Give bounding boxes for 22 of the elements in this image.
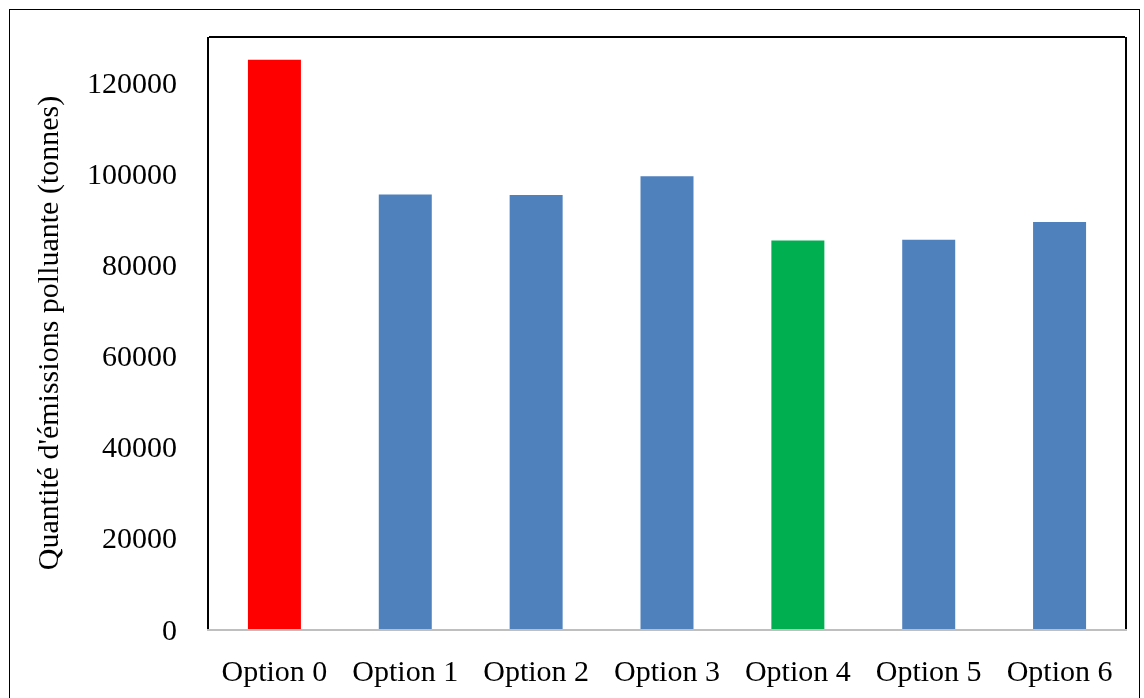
bar (247, 59, 301, 629)
bar (640, 176, 694, 629)
x-tick-label: Option 5 (875, 654, 982, 687)
x-tick-label: Option 3 (614, 654, 720, 687)
y-axis-title: Quantité d'émissions polluante (tonnes) (30, 95, 65, 571)
bar (902, 239, 956, 629)
x-tick-label: Option 1 (352, 654, 459, 687)
y-tick-label: 40000 (102, 430, 177, 464)
x-tick-label: Option 0 (221, 654, 328, 687)
y-tick-label: 120000 (87, 66, 177, 100)
x-tick-label: Option 2 (483, 654, 590, 687)
y-tick-label: 0 (162, 612, 177, 646)
bar (1033, 221, 1087, 629)
bar (771, 240, 825, 629)
bar (509, 195, 563, 629)
y-tick-label: 80000 (102, 248, 177, 282)
x-tick-label: Option 4 (744, 654, 851, 687)
bar (378, 194, 432, 629)
y-tick-label: 100000 (87, 157, 177, 191)
y-tick-label: 20000 (102, 521, 177, 555)
x-tick-label: Option 6 (1006, 654, 1113, 687)
y-tick-label: 60000 (102, 339, 177, 373)
